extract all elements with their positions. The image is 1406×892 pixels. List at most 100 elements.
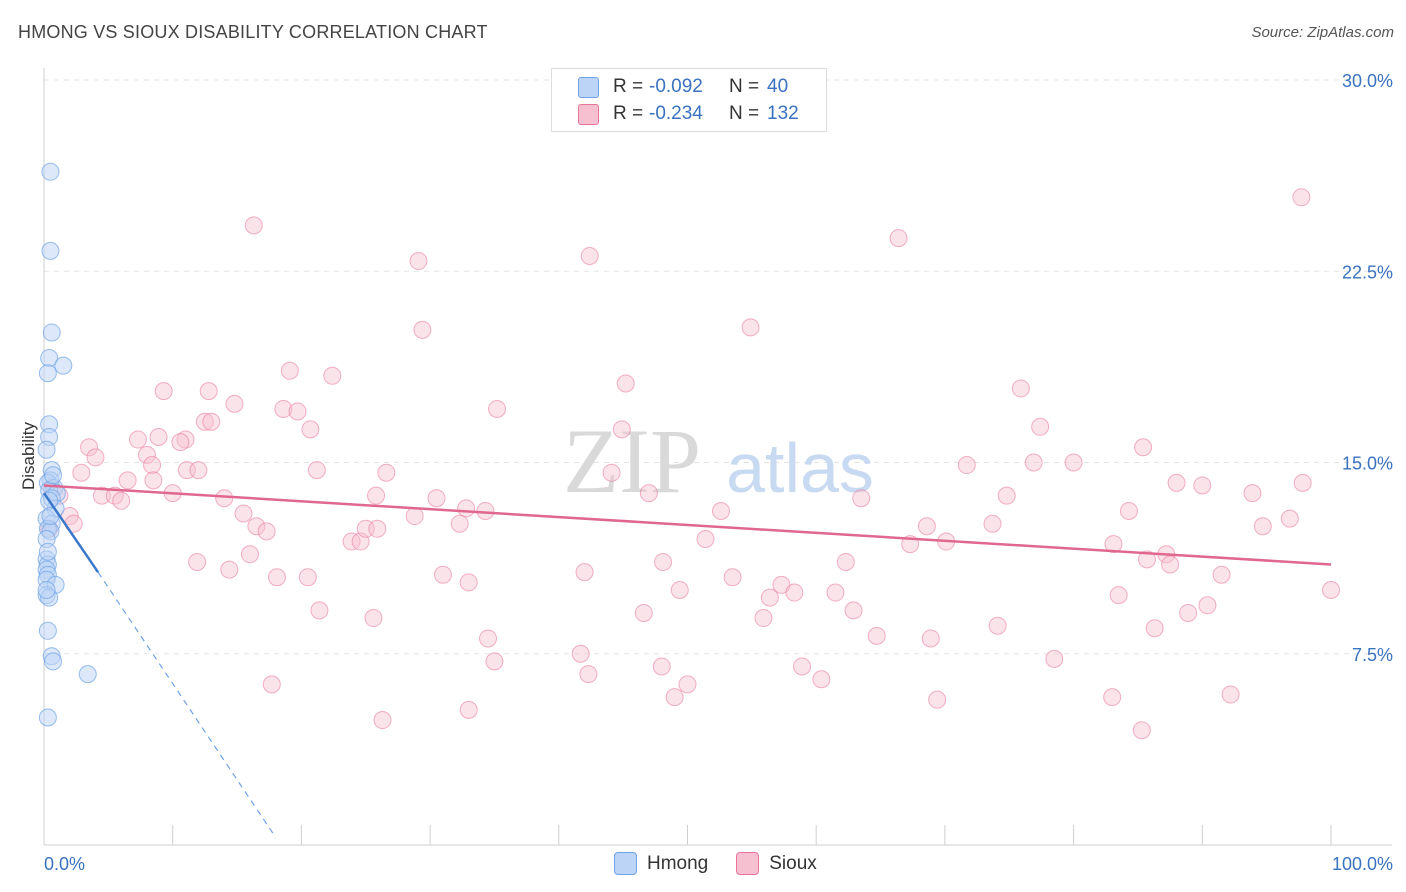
sioux-point <box>267 568 286 587</box>
legend-n-label: N = <box>729 103 760 124</box>
sioux-point <box>652 657 671 676</box>
sioux-point <box>844 601 863 620</box>
sioux-point <box>128 430 147 449</box>
sioux-point <box>92 486 111 505</box>
legend-n-label: N = <box>729 76 760 97</box>
sioux-point <box>240 545 259 564</box>
sioux-point <box>199 382 218 401</box>
sioux-point <box>427 489 446 508</box>
y-tick-label: 30.0% <box>1342 71 1393 91</box>
legend-row-hmong: R = -0.092 N = 40 <box>578 75 788 99</box>
sioux-point <box>889 229 908 248</box>
sioux-point <box>602 463 621 482</box>
hmong-point <box>42 323 61 342</box>
hmong-point <box>38 708 57 727</box>
sioux-point <box>80 438 99 457</box>
sioux-point <box>997 486 1016 505</box>
sioux-point <box>409 252 428 271</box>
sioux-point <box>1132 721 1151 740</box>
sioux-point <box>215 489 234 508</box>
sioux-point <box>654 552 673 571</box>
sioux-point <box>257 522 276 541</box>
sioux-point <box>1179 603 1198 622</box>
sioux-point <box>1134 438 1153 457</box>
sioux-point <box>247 517 266 536</box>
sioux-point <box>696 530 715 548</box>
hmong-legend-label: Hmong <box>647 852 709 874</box>
y-tick-label: 7.5% <box>1352 645 1393 665</box>
sioux-point <box>785 583 804 602</box>
sioux-point <box>1167 473 1186 492</box>
sioux-point <box>1137 550 1156 569</box>
sioux-point <box>485 652 504 671</box>
x-tick-label: 0.0% <box>44 854 85 874</box>
sioux-point <box>1119 501 1138 520</box>
legend-row-sioux: R = -0.234 N = 132 <box>578 102 799 126</box>
sioux-point <box>1145 619 1164 638</box>
legend-item-hmong[interactable]: Hmong <box>614 852 708 875</box>
sioux-point <box>741 318 760 337</box>
sioux-point <box>310 601 329 620</box>
sioux-point <box>413 320 432 339</box>
sioux-point <box>143 456 162 475</box>
watermark-atlas: atlas <box>726 429 874 507</box>
sioux-point <box>1293 473 1312 492</box>
sioux-point <box>836 552 855 571</box>
sioux-point <box>612 420 631 439</box>
sioux-point <box>450 514 469 533</box>
sioux-point <box>1322 581 1340 599</box>
sioux-point <box>867 626 886 645</box>
sioux-point <box>639 484 658 503</box>
sioux-point <box>364 609 383 628</box>
sioux-point <box>377 463 396 482</box>
sioux-point <box>957 456 976 475</box>
sioux-point <box>575 563 594 582</box>
sioux-point <box>112 491 131 510</box>
watermark: ZIP atlas <box>563 410 874 512</box>
sioux-point <box>928 690 947 709</box>
sioux-point <box>983 514 1002 533</box>
sioux-point <box>754 609 773 628</box>
y-tick-label: 15.0% <box>1342 454 1393 474</box>
sioux-point <box>616 374 635 393</box>
hmong-trend-line <box>42 492 100 573</box>
hmong-point <box>44 466 63 485</box>
source-label: Source: ZipAtlas.com <box>1251 24 1394 41</box>
sioux-point <box>280 361 299 380</box>
legend-r-label: R = <box>613 76 644 97</box>
sioux-point <box>301 420 320 439</box>
sioux-point <box>479 629 498 648</box>
watermark-zip: ZIP <box>563 410 701 512</box>
sioux-point <box>144 471 163 490</box>
sioux-point <box>274 399 293 418</box>
y-tick-labels: 7.5% 15.0% 22.5% 30.0% <box>1342 71 1393 665</box>
hmong-point <box>37 440 56 459</box>
sioux-point <box>665 688 684 707</box>
sioux-point <box>433 565 452 584</box>
sioux-point <box>459 700 478 719</box>
sioux-point <box>86 448 105 467</box>
sioux-point <box>225 394 244 413</box>
sioux-point <box>154 382 173 401</box>
sioux-point <box>760 588 779 607</box>
hmong-point <box>78 665 97 684</box>
sioux-point <box>1109 586 1128 605</box>
hmong-point <box>54 356 73 375</box>
sioux-point <box>1064 453 1083 472</box>
sioux-point <box>1104 535 1123 554</box>
sioux-point <box>793 657 812 676</box>
sioux-point <box>262 675 281 694</box>
sioux-point <box>367 486 386 505</box>
sioux-point <box>342 532 361 551</box>
sioux-point <box>1031 417 1050 436</box>
sioux-point <box>1221 685 1240 704</box>
sioux-point <box>137 445 156 464</box>
sioux-point <box>298 568 317 587</box>
sioux-point <box>921 629 940 648</box>
sioux-point <box>634 603 653 622</box>
hmong-point <box>41 241 60 260</box>
sioux-point <box>488 399 507 418</box>
legend-item-sioux[interactable]: Sioux <box>736 852 817 875</box>
hmong-trend-extension <box>97 571 277 838</box>
